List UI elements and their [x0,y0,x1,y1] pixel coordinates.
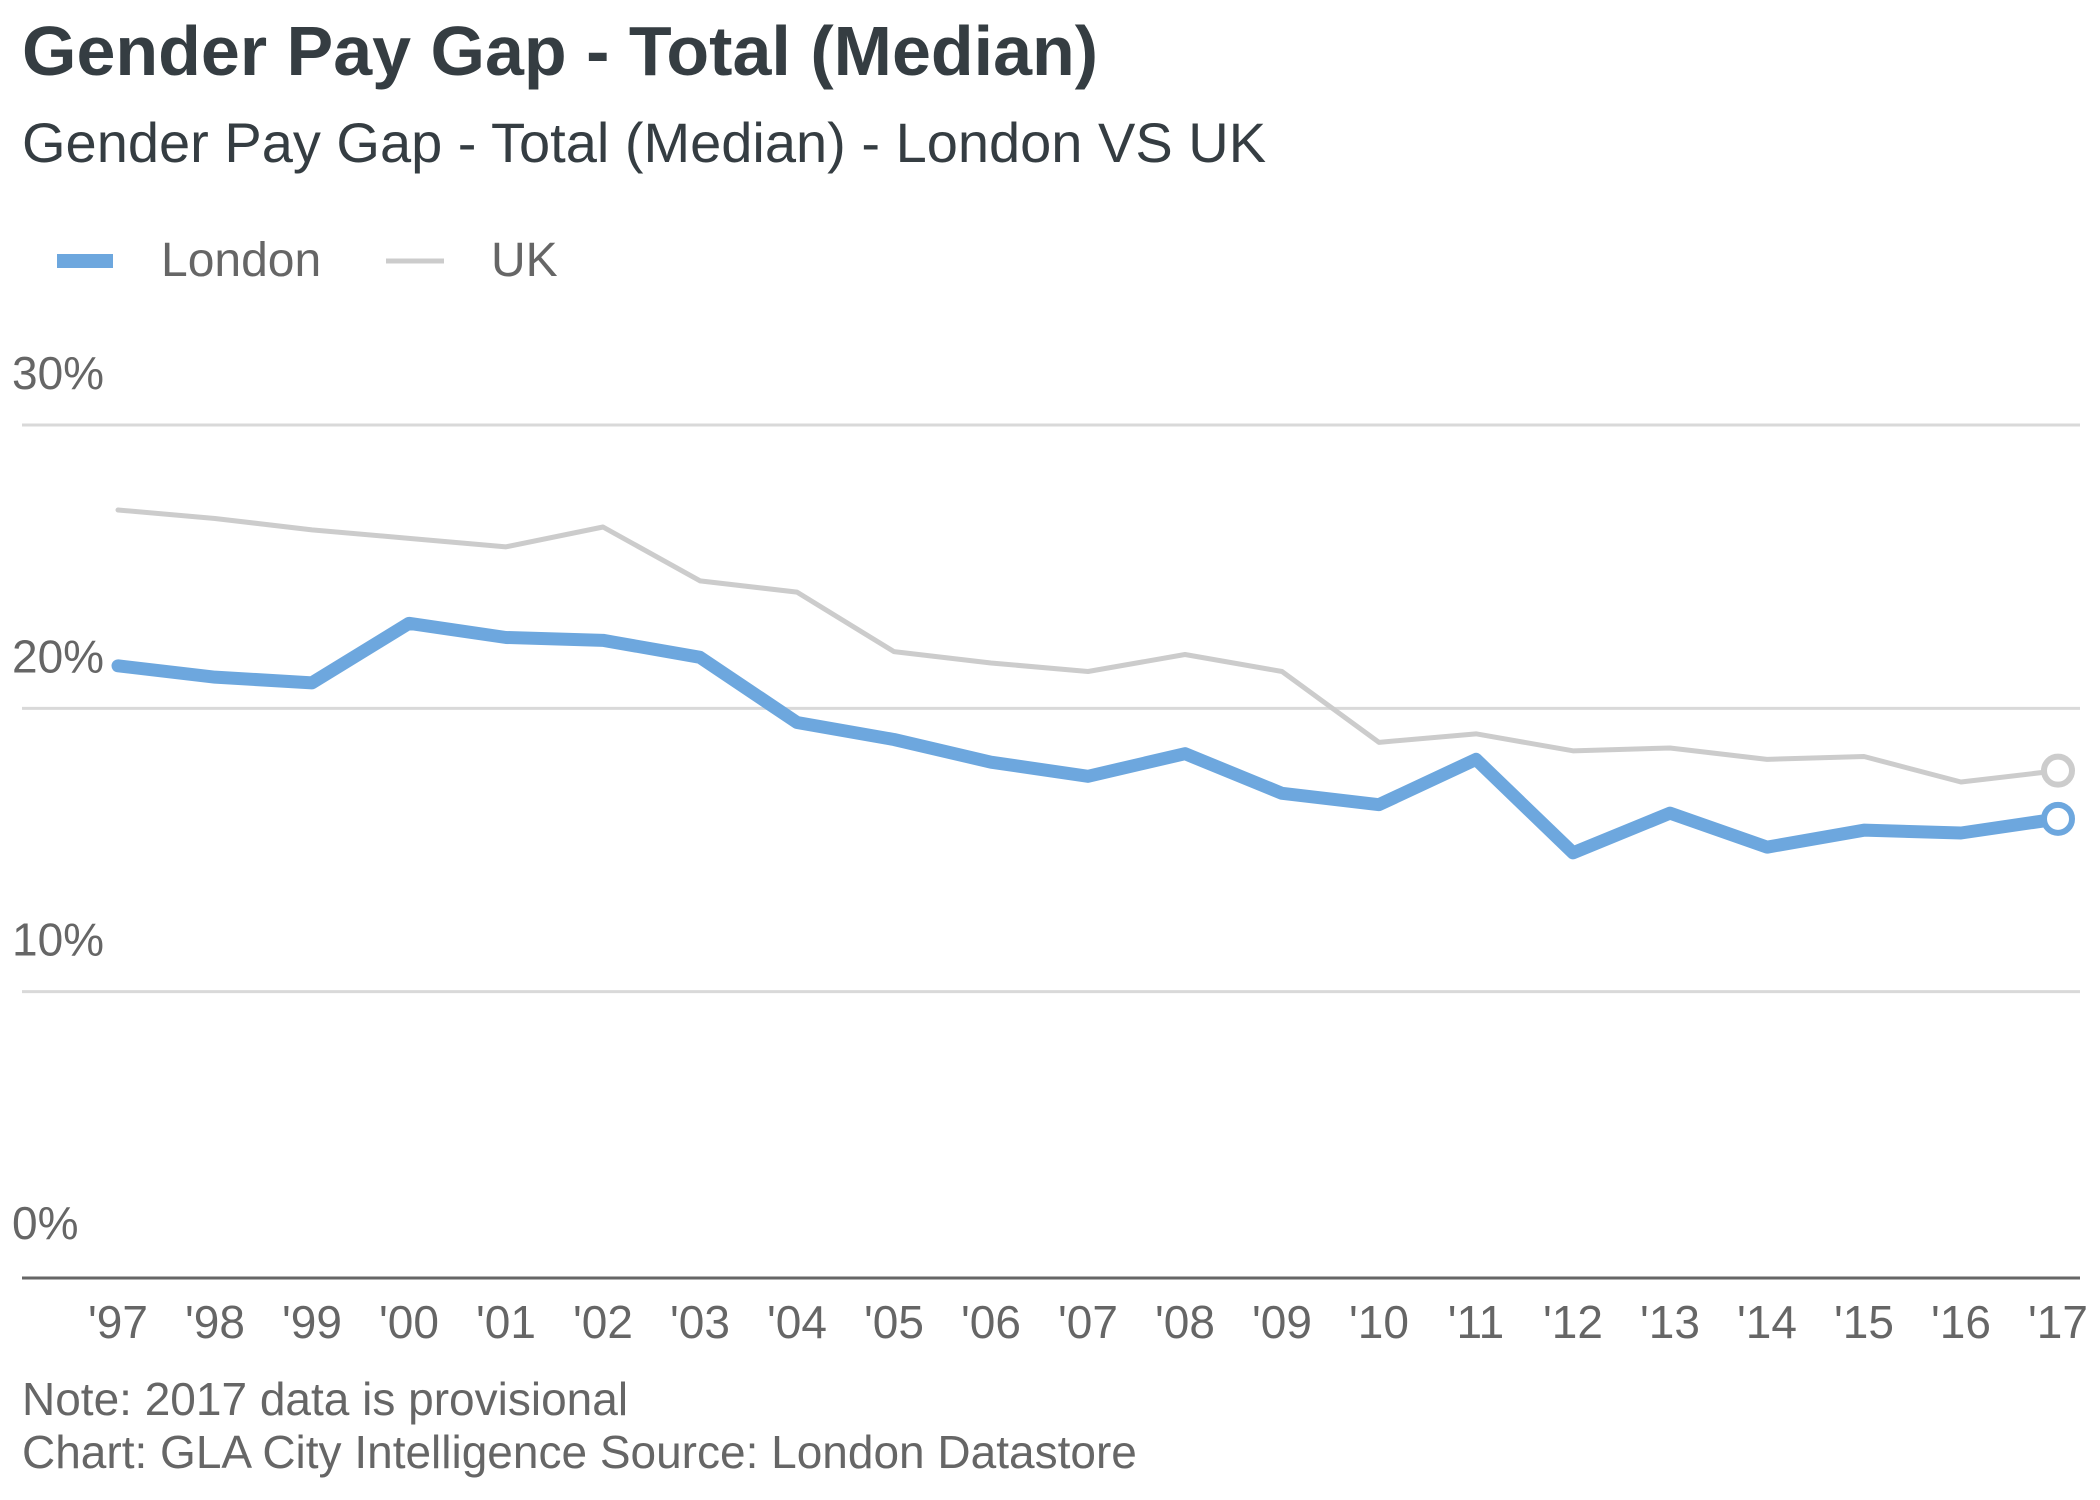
y-tick-label-20: 20% [12,630,104,682]
y-tick-label-10: 10% [12,914,104,966]
y-axis-labels: 0% 10% 20% 30% [12,347,104,1249]
series-line-london [111,616,2065,860]
x-tick-label: '07 [1058,1296,1118,1348]
legend: London UK [57,234,558,287]
footer-credit: Chart: GLA City Intelligence Source: Lon… [22,1426,1137,1478]
x-tick-label: '08 [1155,1296,1215,1348]
gridlines [22,423,2080,994]
series [111,507,2075,860]
x-tick-label: '00 [379,1296,439,1348]
footer-note: Note: 2017 data is provisional [22,1373,628,1425]
x-tick-label: '04 [767,1296,827,1348]
series-endpoint-london [2041,801,2075,836]
x-tick-label: '02 [573,1296,633,1348]
x-tick-label: '14 [1737,1296,1797,1348]
x-tick-label: '12 [1543,1296,1603,1348]
x-tick-label: '05 [864,1296,924,1348]
x-tick-label: '16 [1931,1296,1991,1348]
x-axis-labels: '97 '98 '99 '00 '01 '02 '03 '04 '05 '06 '07 '08 '09 '… [88,1296,2088,1348]
x-tick-label: '98 [185,1296,245,1348]
legend-london-label: London [161,234,321,287]
x-tick-label: '17 [2028,1296,2088,1348]
x-tick-label: '99 [282,1296,342,1348]
x-tick-label: '09 [1252,1296,1312,1348]
x-tick-label: '15 [1834,1296,1894,1348]
chart-subtitle: Gender Pay Gap - Total (Median) - London… [22,111,1266,174]
x-tick-label: '11 [1448,1296,1505,1348]
x-tick-label: '97 [88,1296,148,1348]
legend-uk-label: UK [491,234,558,287]
y-tick-label-30: 30% [12,347,104,399]
series-endpoint-uk [2041,753,2075,788]
x-tick-label: '06 [961,1296,1021,1348]
x-tick-label: '10 [1349,1296,1409,1348]
x-tick-label: '13 [1640,1296,1700,1348]
x-tick-label: '01 [476,1296,536,1348]
chart-title: Gender Pay Gap - Total (Median) [22,12,1098,90]
y-tick-label-0: 0% [12,1197,78,1249]
series-line-uk [115,507,2061,785]
x-tick-label: '03 [670,1296,730,1348]
